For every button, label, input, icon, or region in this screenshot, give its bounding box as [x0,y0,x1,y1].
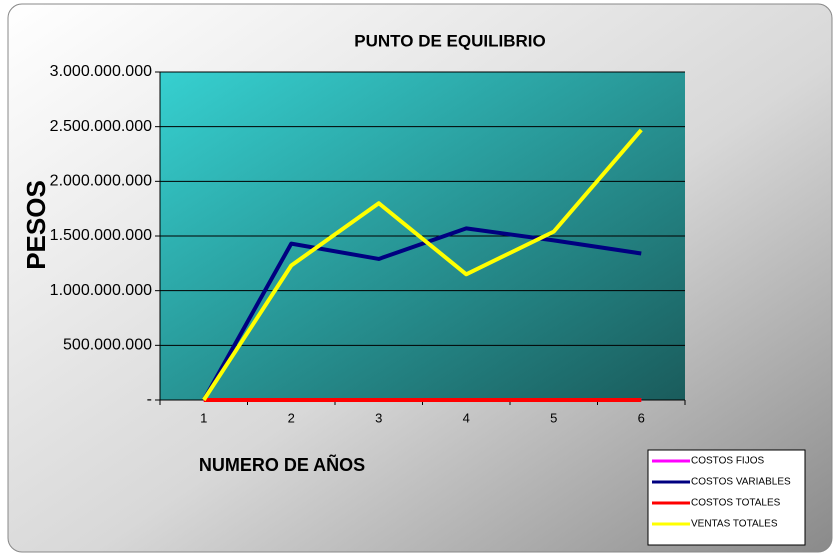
legend-label: COSTOS TOTALES [691,498,781,509]
legend-label: VENTAS TOTALES [691,519,778,530]
chart-title: PUNTO DE EQUILIBRIO [354,31,545,50]
y-tick-label: 1.000.000.000 [50,282,152,299]
legend-label: COSTOS VARIABLES [691,477,791,488]
x-tick-label: 4 [463,410,470,425]
y-tick-label: 2.500.000.000 [50,118,152,135]
x-axis-title: NUMERO DE AÑOS [199,454,365,475]
y-tick-label: 500.000.000 [63,337,152,354]
y-tick-label: 3.000.000.000 [50,63,152,80]
x-tick-label: 2 [288,410,295,425]
legend [647,449,806,546]
y-tick-label: 1.500.000.000 [50,227,152,244]
y-tick-label: 2.000.000.000 [50,173,152,190]
x-tick-label: 6 [638,410,645,425]
x-tick-label: 3 [375,410,382,425]
y-tick-label: - [147,391,152,408]
series-line [202,128,643,402]
x-tick-label: 5 [550,410,557,425]
series-line [202,226,642,401]
legend-label: COSTOS FIJOS [691,456,764,467]
x-tick-label: 1 [200,410,207,425]
y-axis-title: PESOS [21,180,51,270]
